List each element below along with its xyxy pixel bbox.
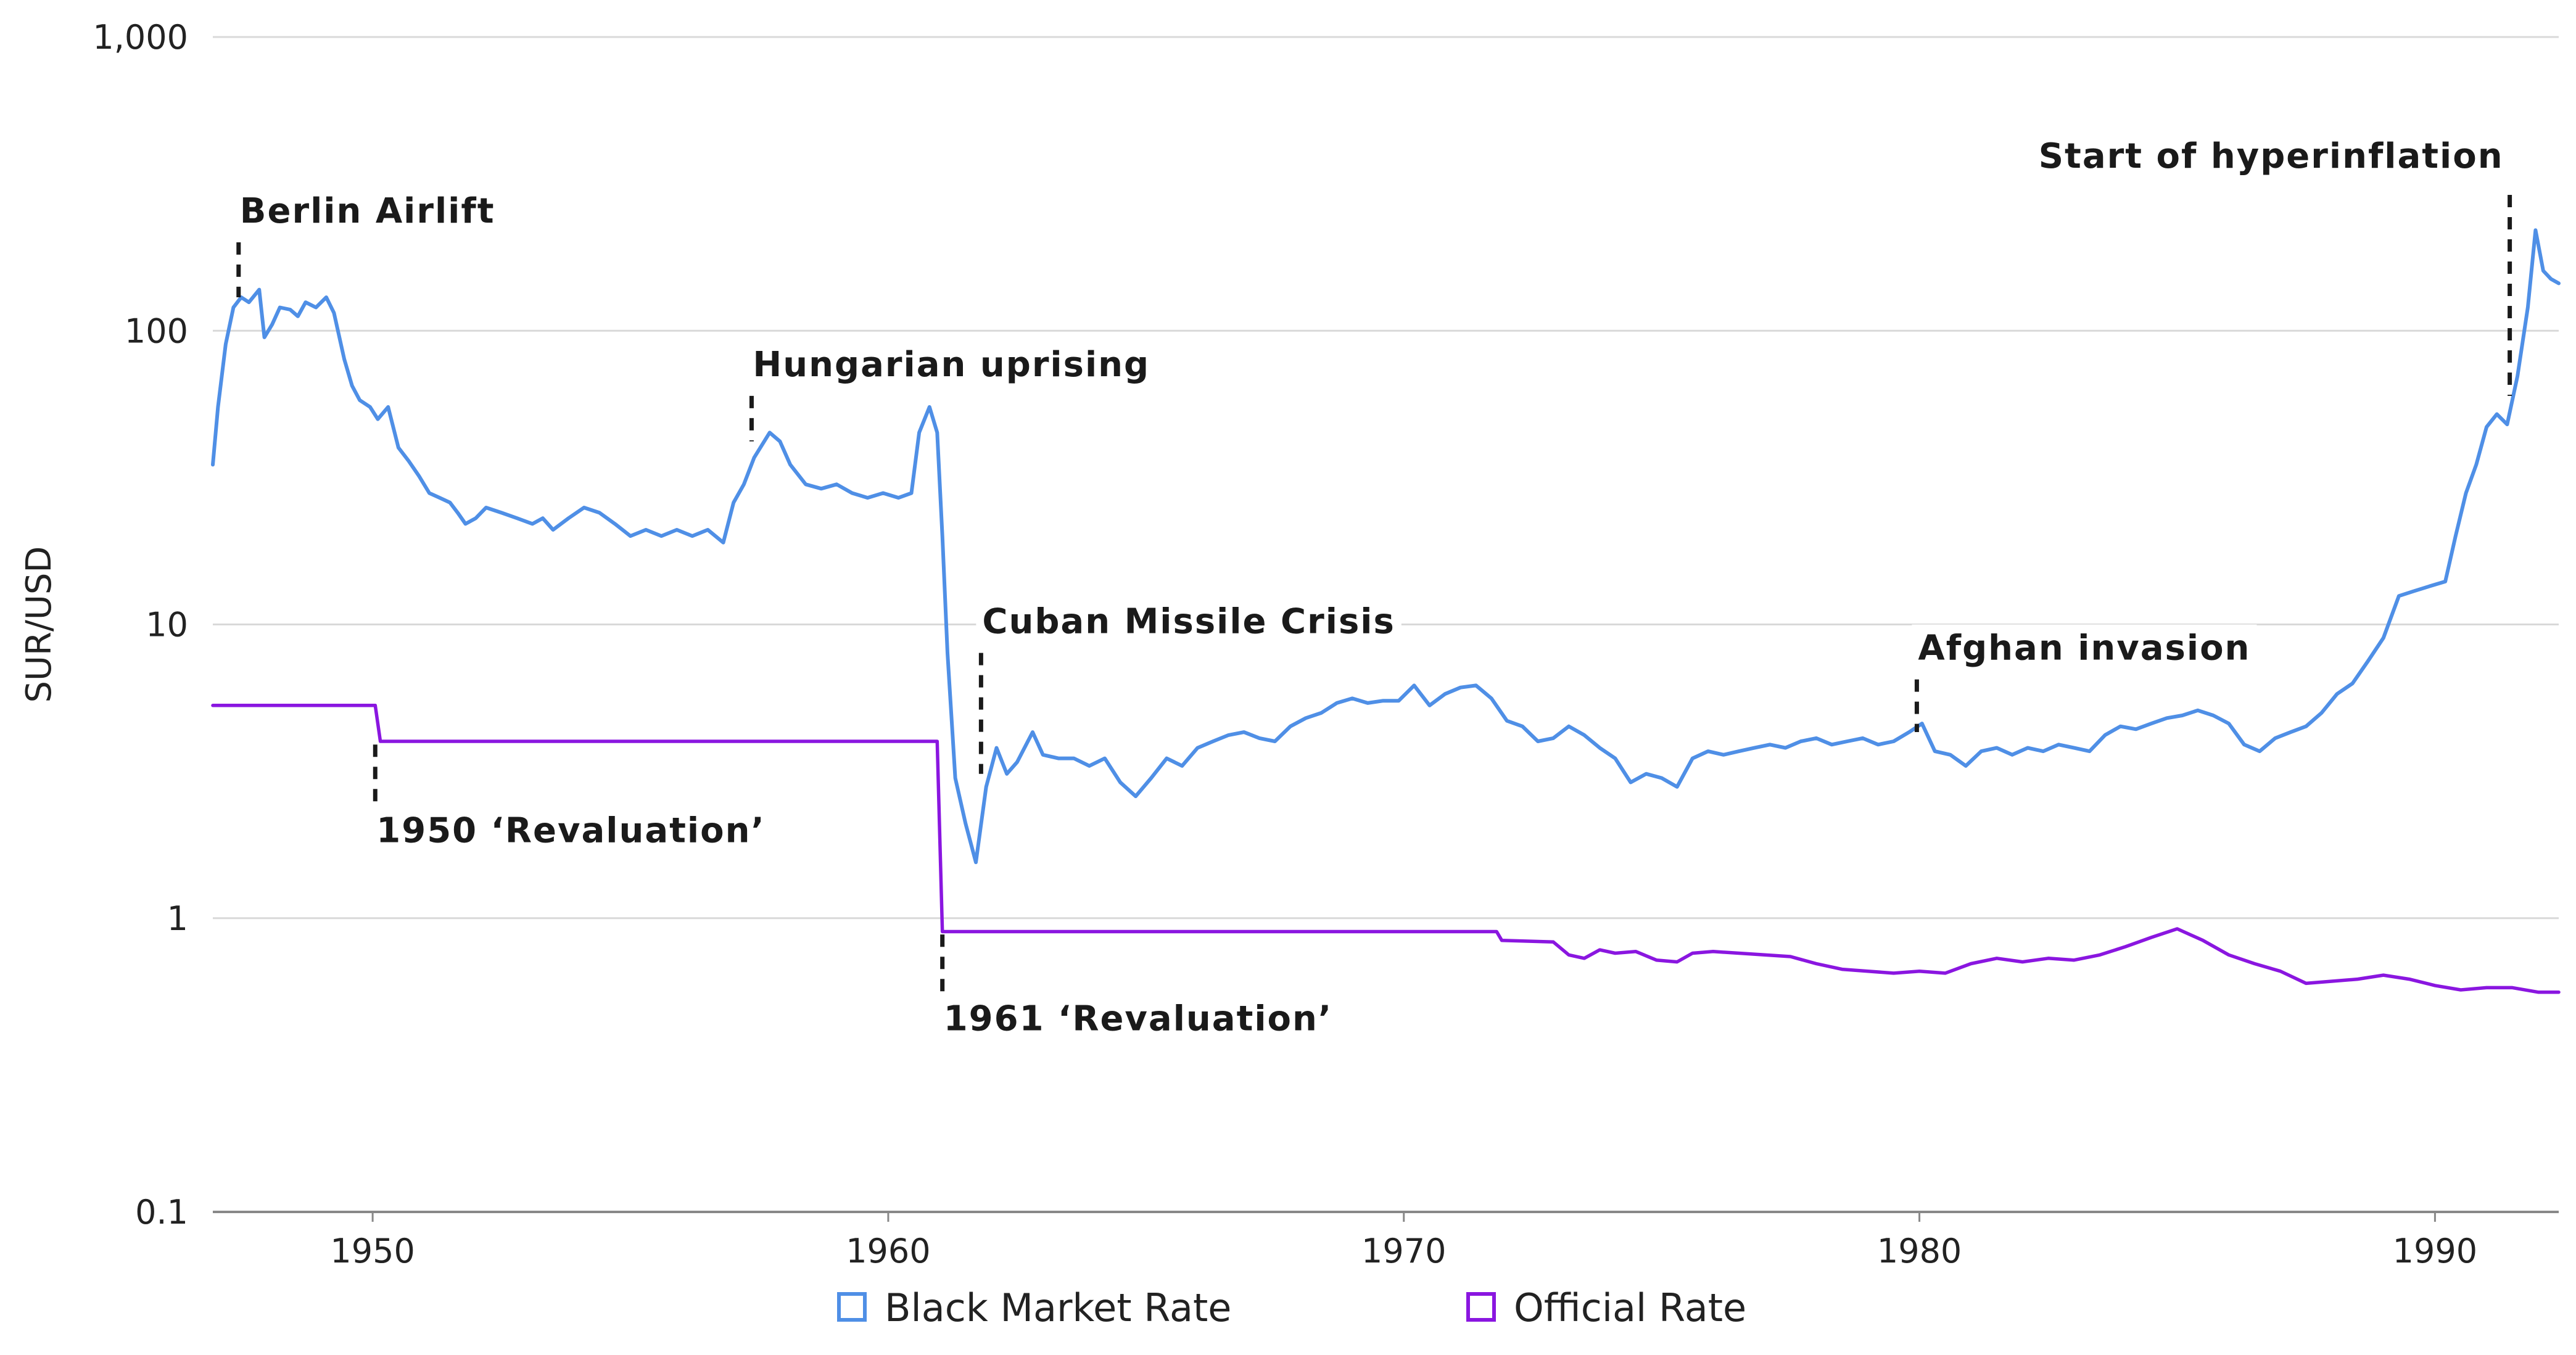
annotation-label: Start of hyperinflation [2039, 136, 2504, 176]
x-tick-label: 1960 [846, 1232, 930, 1271]
annotation-label: 1950 ‘Revaluation’ [376, 811, 765, 851]
x-tick-label: 1950 [330, 1232, 415, 1271]
y-tick-label: 1 [167, 899, 188, 938]
grid-lines [213, 36, 2559, 920]
y-tick-label: 10 [146, 606, 188, 645]
data-series [211, 228, 2561, 994]
x-tick-label: 1990 [2393, 1232, 2477, 1271]
axes: 0.1 1 10 100 1,000 1950 1960 1970 1980 1990 SUR/US… [19, 18, 2559, 1271]
annotation-label: Berlin Airlift [240, 191, 495, 231]
annotation-label: Cuban Missile Crisis [982, 602, 1395, 642]
legend: Black Market Rate Official Rate [837, 1285, 1746, 1330]
annotation-label-bg [1912, 624, 2257, 672]
annotation-label-bg [233, 187, 502, 235]
legend-label-official: Official Rate [1514, 1285, 1746, 1330]
x-tick-label: 1970 [1361, 1232, 1446, 1271]
annotation-label-bg [370, 807, 772, 855]
annotations: Berlin Airlift Hungarian uprising Cuban Mi… [233, 133, 2512, 1043]
legend-swatch-black-market [837, 1292, 867, 1322]
series-line-black-market [211, 228, 2561, 865]
annotation-label-bg [976, 598, 1402, 646]
series-line-official [211, 704, 2561, 994]
annotation-label: Hungarian uprising [753, 345, 1150, 385]
y-tick-label: 100 [125, 311, 188, 350]
legend-label-black-market: Black Market Rate [885, 1285, 1231, 1330]
annotation-label-bg [746, 340, 1157, 389]
annotation-label-bg [2032, 133, 2510, 181]
x-tick-label: 1980 [1877, 1232, 1962, 1271]
annotation-label: Afghan invasion [1918, 628, 2250, 669]
y-tick-label: 1,000 [93, 18, 188, 57]
annotation-label: 1961 ‘Revaluation’ [944, 999, 1332, 1039]
legend-swatch-official [1466, 1292, 1496, 1322]
annotation-label-bg [937, 995, 1339, 1043]
y-tick-label: 0.1 [135, 1193, 188, 1232]
y-axis-title: SUR/USD [19, 546, 59, 703]
